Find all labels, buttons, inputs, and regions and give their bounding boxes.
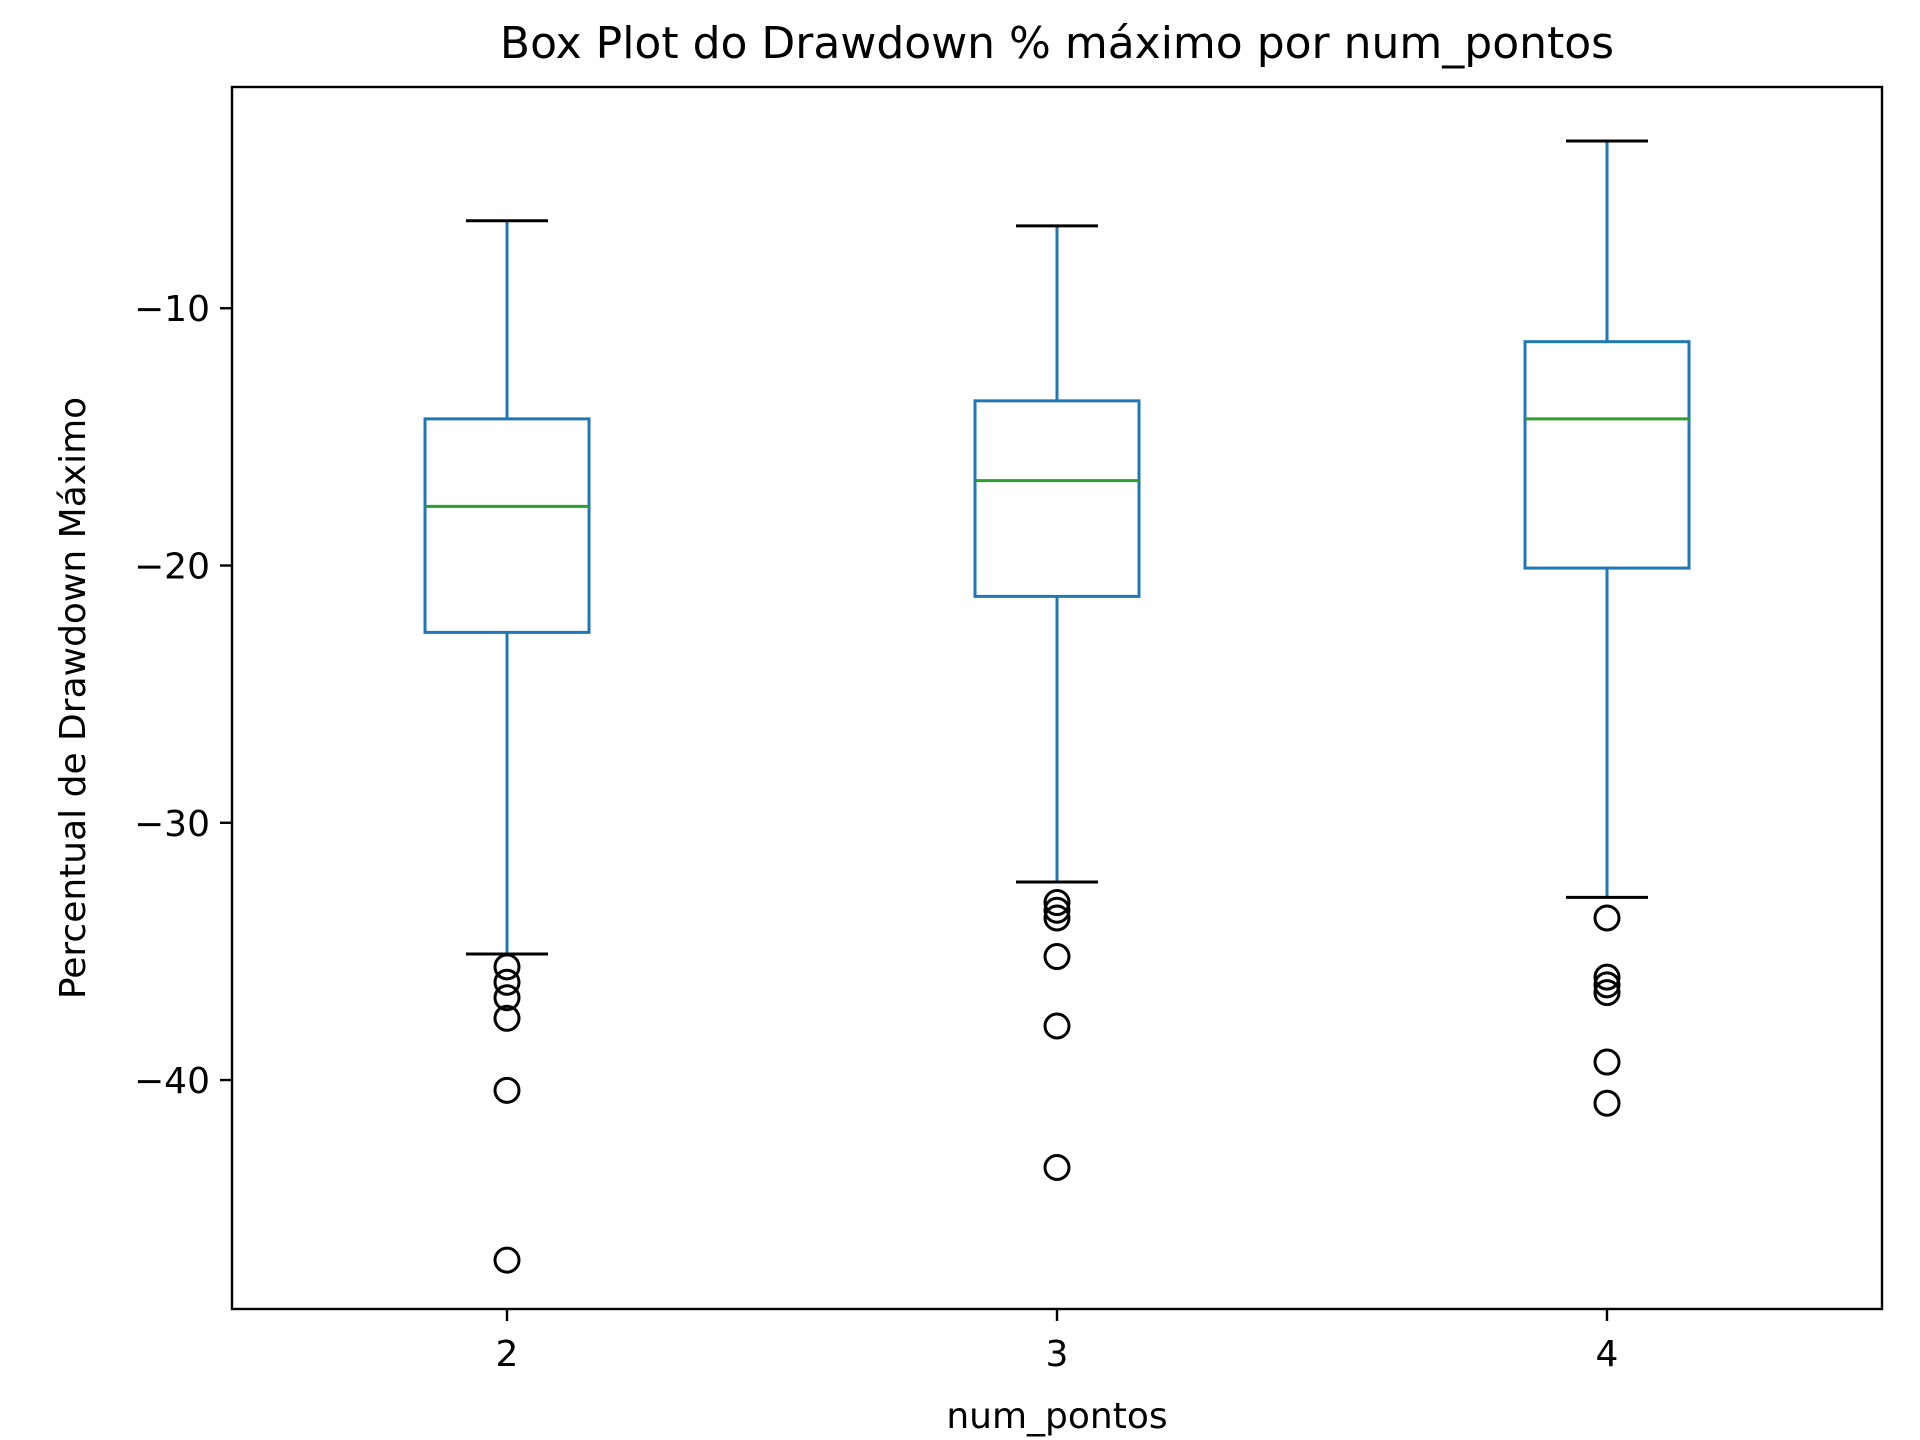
chart-title: Box Plot do Drawdown % máximo por num_po… — [500, 18, 1614, 69]
outlier-point — [493, 953, 521, 981]
outlier-point — [1043, 904, 1071, 932]
outlier-point — [493, 1246, 521, 1274]
outlier-point — [1593, 979, 1621, 1007]
outlier-point — [1593, 904, 1621, 932]
y-tick-label: −40 — [134, 1061, 210, 1102]
outlier-point — [1593, 971, 1621, 999]
outlier-point — [1043, 889, 1071, 917]
iqr-box — [973, 399, 1141, 598]
y-axis: −10 −20 −30 −40 — [134, 289, 232, 1102]
x-axis: 2 3 4 — [496, 1309, 1619, 1375]
iqr-box — [423, 417, 591, 634]
x-tick-label: 2 — [496, 1334, 519, 1375]
outlier-point — [493, 1076, 521, 1104]
outlier-point — [493, 1004, 521, 1032]
box-group-4 — [1523, 139, 1691, 1117]
x-tick-label: 3 — [1046, 1334, 1069, 1375]
outlier-point — [1043, 1012, 1071, 1040]
x-axis-label: num_pontos — [946, 1396, 1167, 1437]
x-tick-label: 4 — [1596, 1334, 1619, 1375]
outlier-point — [1043, 1154, 1071, 1182]
box-group-2 — [423, 219, 591, 1274]
y-tick-label: −30 — [134, 804, 210, 845]
y-axis-label: Percentual de Drawdown Máximo — [53, 397, 94, 999]
iqr-box — [1523, 340, 1691, 570]
plot-area — [423, 139, 1691, 1274]
outlier-point — [1043, 896, 1071, 924]
outlier-point — [1593, 963, 1621, 991]
outlier-point — [1043, 943, 1071, 971]
y-tick-label: −10 — [134, 289, 210, 330]
outlier-point — [1593, 1048, 1621, 1076]
y-tick-label: −20 — [134, 547, 210, 588]
outlier-point — [493, 984, 521, 1012]
outlier-point — [493, 968, 521, 996]
outlier-point — [1593, 1089, 1621, 1117]
box-group-3 — [973, 224, 1141, 1182]
